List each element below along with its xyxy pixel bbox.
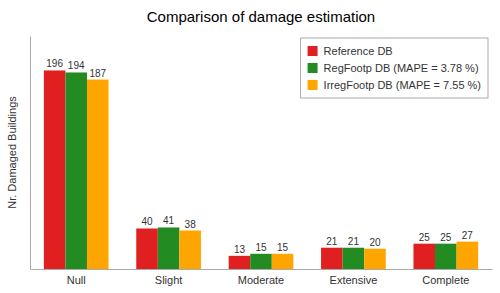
x-tick: Moderate	[238, 269, 284, 286]
legend-item: IrregFootp DB (MAPE = 7.55 %)	[308, 79, 481, 91]
y-axis	[30, 37, 31, 270]
y-axis-title: Nr. Damaged Buildings	[6, 96, 18, 209]
data-label: 187	[89, 68, 106, 79]
bar	[136, 228, 158, 269]
legend-swatch	[308, 63, 318, 73]
data-label: 15	[277, 242, 289, 253]
x-tick-label: Extensive	[330, 274, 378, 286]
legend-frame	[301, 38, 488, 98]
y-axis-line	[30, 37, 31, 270]
bars	[44, 70, 478, 269]
bar	[87, 80, 109, 269]
x-tick-label: Slight	[155, 274, 183, 286]
bar	[65, 72, 87, 269]
bar	[364, 249, 386, 269]
legend-label: Reference DB	[324, 45, 393, 57]
bar	[321, 248, 343, 269]
chart: 196 40 13 21 25 194 41 15 21 25 187 38 15 20 27 Null Sli…	[0, 0, 500, 293]
legend-swatch	[308, 46, 318, 56]
data-label: 25	[440, 232, 452, 243]
data-label: 27	[462, 230, 474, 241]
x-axis: Null Slight Moderate Extensive Complete	[31, 269, 493, 286]
bar	[272, 254, 294, 269]
bar	[229, 256, 251, 269]
bar	[435, 244, 457, 269]
legend-item: Reference DB	[308, 45, 393, 57]
legend-label: IrregFootp DB (MAPE = 7.55 %)	[324, 79, 481, 91]
legend-label: RegFootp DB (MAPE = 3.78 %)	[324, 62, 479, 74]
bar	[44, 70, 66, 269]
data-label: 38	[185, 219, 197, 230]
x-tick-label: Moderate	[238, 274, 284, 286]
x-tick-label: Null	[67, 274, 86, 286]
bar	[158, 227, 180, 269]
x-tick: Extensive	[330, 269, 378, 286]
legend-item: RegFootp DB (MAPE = 3.78 %)	[308, 62, 479, 74]
data-label: 25	[419, 232, 431, 243]
bar	[250, 254, 272, 269]
data-label: 21	[348, 236, 360, 247]
bar	[343, 248, 365, 269]
data-label: 20	[369, 237, 381, 248]
x-tick: Complete	[422, 269, 469, 286]
title: Comparison of damage estimation	[147, 8, 375, 25]
x-tick-label: Complete	[422, 274, 469, 286]
plot-area: 196 40 13 21 25 194 41 15 21 25 187 38 15 20 27 Null Sli…	[31, 37, 493, 287]
legend-swatch	[308, 80, 318, 90]
data-label: 13	[234, 244, 246, 255]
x-tick: Null	[67, 269, 86, 286]
data-label: 21	[326, 236, 338, 247]
x-axis-line	[31, 269, 493, 270]
bar	[179, 231, 201, 269]
data-label: 196	[46, 58, 63, 69]
bar	[413, 244, 435, 269]
data-label: 15	[255, 242, 267, 253]
data-label: 194	[68, 60, 85, 71]
legend: Reference DB RegFootp DB (MAPE = 3.78 %) I…	[301, 38, 488, 98]
data-label: 40	[141, 216, 153, 227]
x-tick: Slight	[155, 269, 183, 286]
data-label: 41	[163, 215, 175, 226]
bar	[457, 242, 479, 269]
